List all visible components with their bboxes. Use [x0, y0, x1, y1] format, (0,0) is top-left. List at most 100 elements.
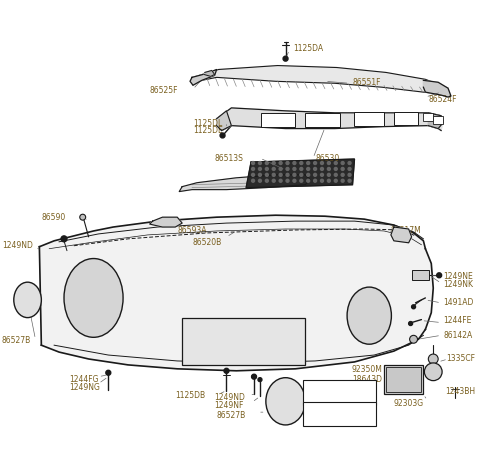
Polygon shape	[423, 81, 451, 98]
Circle shape	[61, 236, 67, 242]
Circle shape	[321, 174, 324, 177]
Circle shape	[313, 180, 317, 183]
Polygon shape	[150, 218, 182, 228]
Circle shape	[258, 168, 262, 171]
Text: 1244FG: 1244FG	[69, 375, 98, 383]
Text: 86593A: 86593A	[177, 226, 207, 235]
Bar	[433, 117, 443, 124]
Circle shape	[327, 162, 330, 165]
Circle shape	[252, 162, 254, 165]
Circle shape	[307, 180, 310, 183]
Circle shape	[327, 168, 330, 171]
Text: 86527B: 86527B	[216, 410, 246, 419]
Circle shape	[272, 180, 275, 183]
Ellipse shape	[424, 363, 442, 381]
Circle shape	[106, 370, 111, 375]
Ellipse shape	[266, 378, 305, 425]
Bar	[384, 365, 423, 395]
Circle shape	[321, 162, 324, 165]
Circle shape	[348, 168, 351, 171]
Bar	[354, 112, 384, 126]
Circle shape	[341, 180, 344, 183]
Polygon shape	[428, 113, 443, 129]
Text: 1249ND: 1249ND	[215, 392, 246, 401]
Circle shape	[252, 375, 256, 379]
Circle shape	[252, 180, 254, 183]
Circle shape	[293, 168, 296, 171]
Circle shape	[428, 354, 438, 364]
Circle shape	[300, 162, 303, 165]
Circle shape	[348, 174, 351, 177]
Circle shape	[258, 180, 262, 183]
Text: 86142A: 86142A	[443, 330, 472, 339]
Circle shape	[307, 168, 310, 171]
Bar	[411, 271, 429, 280]
Circle shape	[258, 162, 262, 165]
Text: 92303G: 92303G	[394, 398, 424, 407]
Polygon shape	[204, 71, 215, 77]
Text: 1249NF: 1249NF	[215, 400, 244, 409]
Text: 1125DA: 1125DA	[293, 44, 324, 53]
Text: 86517M: 86517M	[391, 226, 421, 235]
Circle shape	[279, 162, 282, 165]
Text: 86527B: 86527B	[2, 335, 31, 344]
Text: 1249NE: 1249NE	[443, 271, 473, 280]
Polygon shape	[179, 175, 310, 192]
Circle shape	[80, 215, 85, 221]
Text: 1125DL: 1125DL	[193, 119, 222, 128]
Circle shape	[341, 168, 344, 171]
Circle shape	[224, 369, 229, 374]
Circle shape	[300, 168, 303, 171]
Text: 1491AD: 1491AD	[443, 298, 473, 307]
Bar	[394, 112, 419, 125]
Circle shape	[327, 180, 330, 183]
Bar	[305, 113, 340, 127]
Text: 86510B: 86510B	[311, 403, 340, 412]
Circle shape	[265, 174, 268, 177]
Polygon shape	[216, 109, 443, 131]
Circle shape	[321, 180, 324, 183]
Circle shape	[334, 174, 337, 177]
Circle shape	[286, 168, 289, 171]
FancyBboxPatch shape	[303, 380, 376, 405]
Circle shape	[279, 174, 282, 177]
Polygon shape	[216, 112, 231, 131]
Circle shape	[307, 162, 310, 165]
Circle shape	[409, 336, 418, 343]
Circle shape	[341, 174, 344, 177]
Text: 86520B: 86520B	[193, 238, 222, 247]
Circle shape	[334, 168, 337, 171]
Polygon shape	[190, 70, 216, 86]
Circle shape	[307, 174, 310, 177]
Circle shape	[286, 162, 289, 165]
Text: 86524F: 86524F	[428, 95, 457, 103]
Circle shape	[286, 174, 289, 177]
Bar	[423, 113, 433, 122]
Text: 86525F: 86525F	[150, 85, 178, 95]
Circle shape	[272, 168, 275, 171]
Circle shape	[258, 378, 262, 382]
Text: 1243BH: 1243BH	[445, 386, 475, 395]
Bar	[386, 367, 421, 392]
Circle shape	[265, 162, 268, 165]
Text: 1249NK: 1249NK	[443, 279, 473, 288]
Circle shape	[437, 273, 442, 278]
Polygon shape	[246, 160, 354, 188]
Circle shape	[258, 174, 262, 177]
Text: 86593A: 86593A	[311, 382, 341, 391]
Circle shape	[272, 174, 275, 177]
Circle shape	[220, 134, 225, 139]
Text: 86513S: 86513S	[215, 153, 243, 162]
Text: 86590: 86590	[41, 212, 66, 221]
Circle shape	[313, 162, 317, 165]
Circle shape	[341, 162, 344, 165]
Circle shape	[293, 174, 296, 177]
Bar	[261, 113, 295, 127]
Ellipse shape	[64, 259, 123, 337]
Ellipse shape	[347, 287, 391, 344]
Text: 1125DB: 1125DB	[175, 390, 205, 399]
Circle shape	[300, 180, 303, 183]
Circle shape	[265, 168, 268, 171]
Circle shape	[293, 162, 296, 165]
Circle shape	[293, 180, 296, 183]
